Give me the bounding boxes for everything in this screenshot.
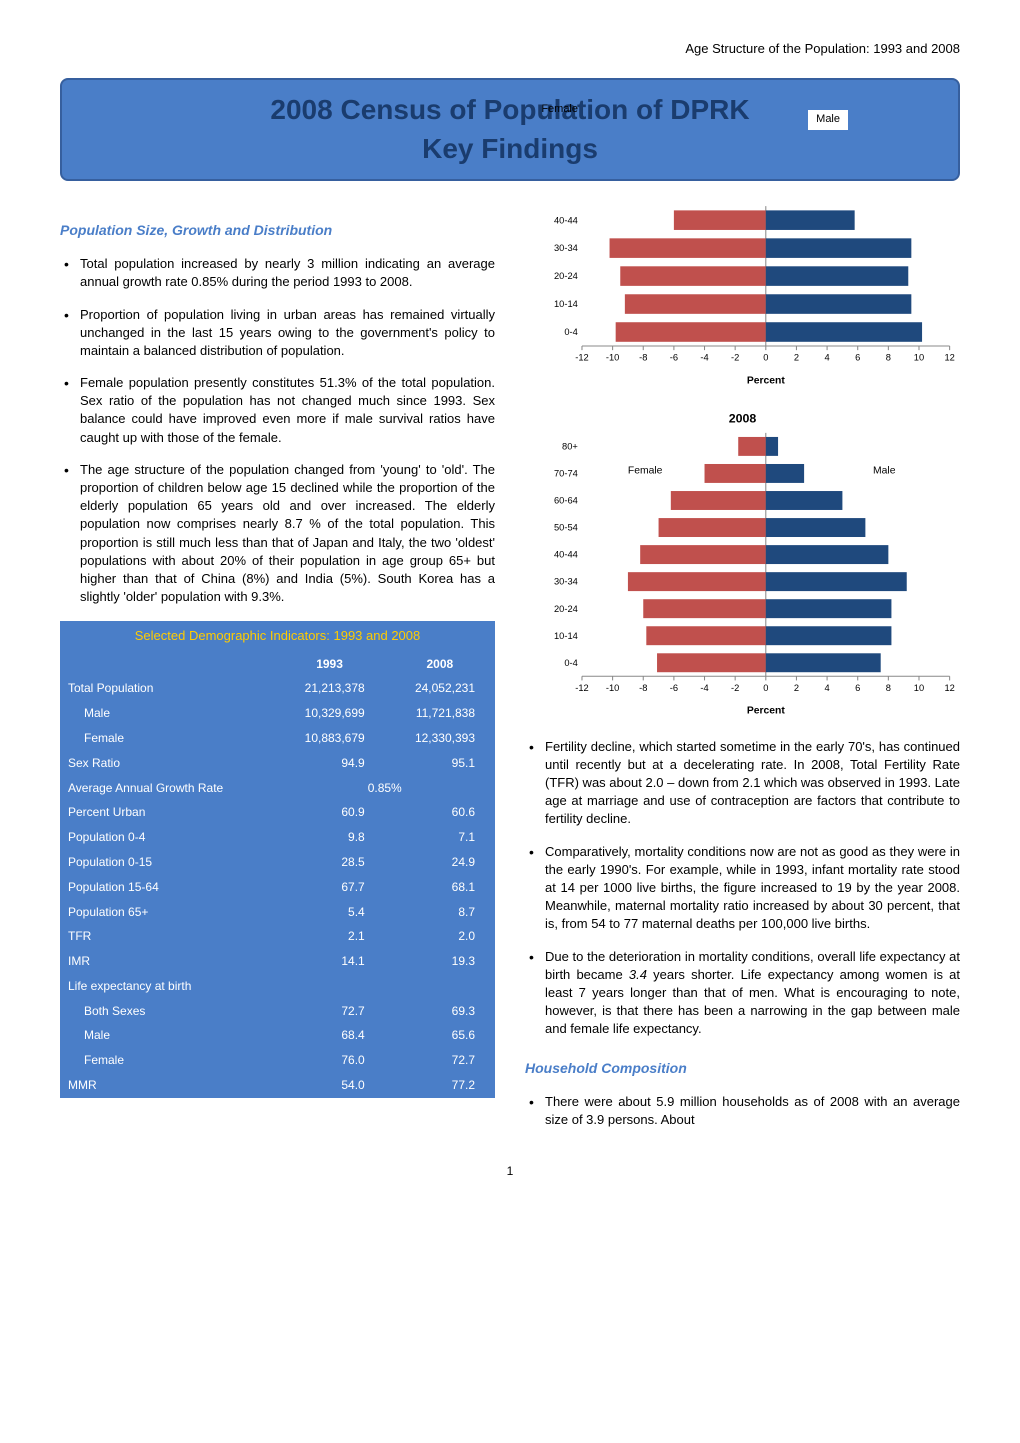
pyramid-1993-partial: 0-4 10-14 20-24 30-34 40-44 -12 -10 -8 -6 -4 -2 0 2 4… (525, 201, 960, 387)
bullet-list-left: Total population increased by nearly 3 m… (60, 255, 495, 606)
bullet-item: There were about 5.9 million households … (525, 1093, 960, 1129)
svg-text:Female: Female (628, 465, 663, 476)
svg-text:12: 12 (944, 352, 954, 362)
svg-text:-2: -2 (731, 683, 739, 693)
section-heading-population: Population Size, Growth and Distribution (60, 221, 495, 241)
banner-title-2: Key Findings (82, 129, 938, 168)
svg-text:-6: -6 (670, 352, 678, 362)
svg-text:2: 2 (794, 683, 799, 693)
table-row: Total Population21,213,37824,052,231 (60, 676, 495, 701)
table-row: Sex Ratio94.995.1 (60, 751, 495, 776)
svg-text:-10: -10 (606, 683, 619, 693)
svg-text:-6: -6 (670, 683, 678, 693)
svg-text:-4: -4 (700, 352, 708, 362)
table-row: TFR2.12.0 (60, 924, 495, 949)
svg-text:0: 0 (763, 683, 768, 693)
svg-text:4: 4 (824, 352, 829, 362)
svg-text:70-74: 70-74 (554, 469, 578, 479)
indicators-title: Selected Demographic Indicators: 1993 an… (60, 621, 495, 651)
svg-text:6: 6 (855, 352, 860, 362)
svg-text:80+: 80+ (562, 442, 578, 452)
table-row: Population 0-1528.524.9 (60, 850, 495, 875)
bullet-list-right: Fertility decline, which started sometim… (525, 738, 960, 1039)
svg-text:10-14: 10-14 (554, 299, 578, 309)
svg-text:30-34: 30-34 (554, 243, 578, 253)
svg-text:-2: -2 (731, 352, 739, 362)
svg-text:10: 10 (914, 683, 924, 693)
banner-overlay-male: Male (808, 110, 848, 129)
svg-text:10: 10 (914, 352, 924, 362)
indicators-col-2008: 2008 (385, 652, 495, 677)
bullet-item: Proportion of population living in urban… (60, 306, 495, 361)
svg-text:-12: -12 (575, 683, 588, 693)
svg-text:-8: -8 (639, 683, 647, 693)
table-row: IMR14.119.3 (60, 949, 495, 974)
table-row: Average Annual Growth Rate0.85% (60, 776, 495, 801)
table-row: Both Sexes72.769.3 (60, 999, 495, 1024)
banner-overlay-female: Female (541, 102, 578, 117)
table-row: MMR54.077.2 (60, 1073, 495, 1098)
svg-text:40-44: 40-44 (554, 550, 578, 560)
table-row: Male68.465.6 (60, 1023, 495, 1048)
table-row: Population 0-49.87.1 (60, 825, 495, 850)
bullet-item: Total population increased by nearly 3 m… (60, 255, 495, 291)
svg-text:10-14: 10-14 (554, 631, 578, 641)
bullet-item: The age structure of the population chan… (60, 461, 495, 607)
svg-text:0-4: 0-4 (564, 658, 577, 668)
svg-text:2008: 2008 (729, 412, 757, 426)
bullet-item: Due to the deterioration in mortality co… (525, 948, 960, 1039)
svg-text:-8: -8 (639, 352, 647, 362)
table-row: Population 65+5.48.7 (60, 900, 495, 925)
svg-text:0-4: 0-4 (564, 327, 577, 337)
title-banner: 2008 Census of Population of DPRK Key Fi… (60, 78, 960, 180)
page-number: 1 (60, 1163, 960, 1180)
svg-text:-4: -4 (700, 683, 708, 693)
svg-text:20-24: 20-24 (554, 604, 578, 614)
svg-text:4: 4 (824, 683, 829, 693)
pyramid-2008: 20080-410-1420-2430-3440-4450-5460-6470-… (525, 407, 960, 718)
svg-text:6: 6 (855, 683, 860, 693)
svg-text:50-54: 50-54 (554, 523, 578, 533)
indicators-col-1993: 1993 (274, 652, 384, 677)
table-row: Population 15-6467.768.1 (60, 875, 495, 900)
svg-text:Percent: Percent (747, 375, 786, 386)
bullet-item: Comparatively, mortality conditions now … (525, 843, 960, 934)
table-row: Percent Urban60.960.6 (60, 800, 495, 825)
table-row: Male10,329,69911,721,838 (60, 701, 495, 726)
svg-text:0: 0 (763, 352, 768, 362)
table-row: Life expectancy at birth (60, 974, 495, 999)
bullet-list-household: There were about 5.9 million households … (525, 1093, 960, 1129)
page-header: Age Structure of the Population: 1993 an… (60, 40, 960, 58)
svg-text:-10: -10 (606, 352, 619, 362)
table-row: Female76.072.7 (60, 1048, 495, 1073)
svg-text:40-44: 40-44 (554, 215, 578, 225)
svg-text:Percent: Percent (747, 706, 786, 717)
bullet-item: Female population presently constitutes … (60, 374, 495, 447)
svg-text:8: 8 (886, 352, 891, 362)
svg-text:60-64: 60-64 (554, 496, 578, 506)
svg-text:2: 2 (794, 352, 799, 362)
bullet-item: Fertility decline, which started sometim… (525, 738, 960, 829)
svg-text:20-24: 20-24 (554, 271, 578, 281)
table-row: Female10,883,67912,330,393 (60, 726, 495, 751)
svg-text:Male: Male (873, 465, 896, 476)
indicators-table: Selected Demographic Indicators: 1993 an… (60, 621, 495, 1098)
svg-text:30-34: 30-34 (554, 577, 578, 587)
section-heading-household: Household Composition (525, 1059, 960, 1079)
svg-text:8: 8 (886, 683, 891, 693)
svg-text:-12: -12 (575, 352, 588, 362)
svg-text:12: 12 (944, 683, 954, 693)
